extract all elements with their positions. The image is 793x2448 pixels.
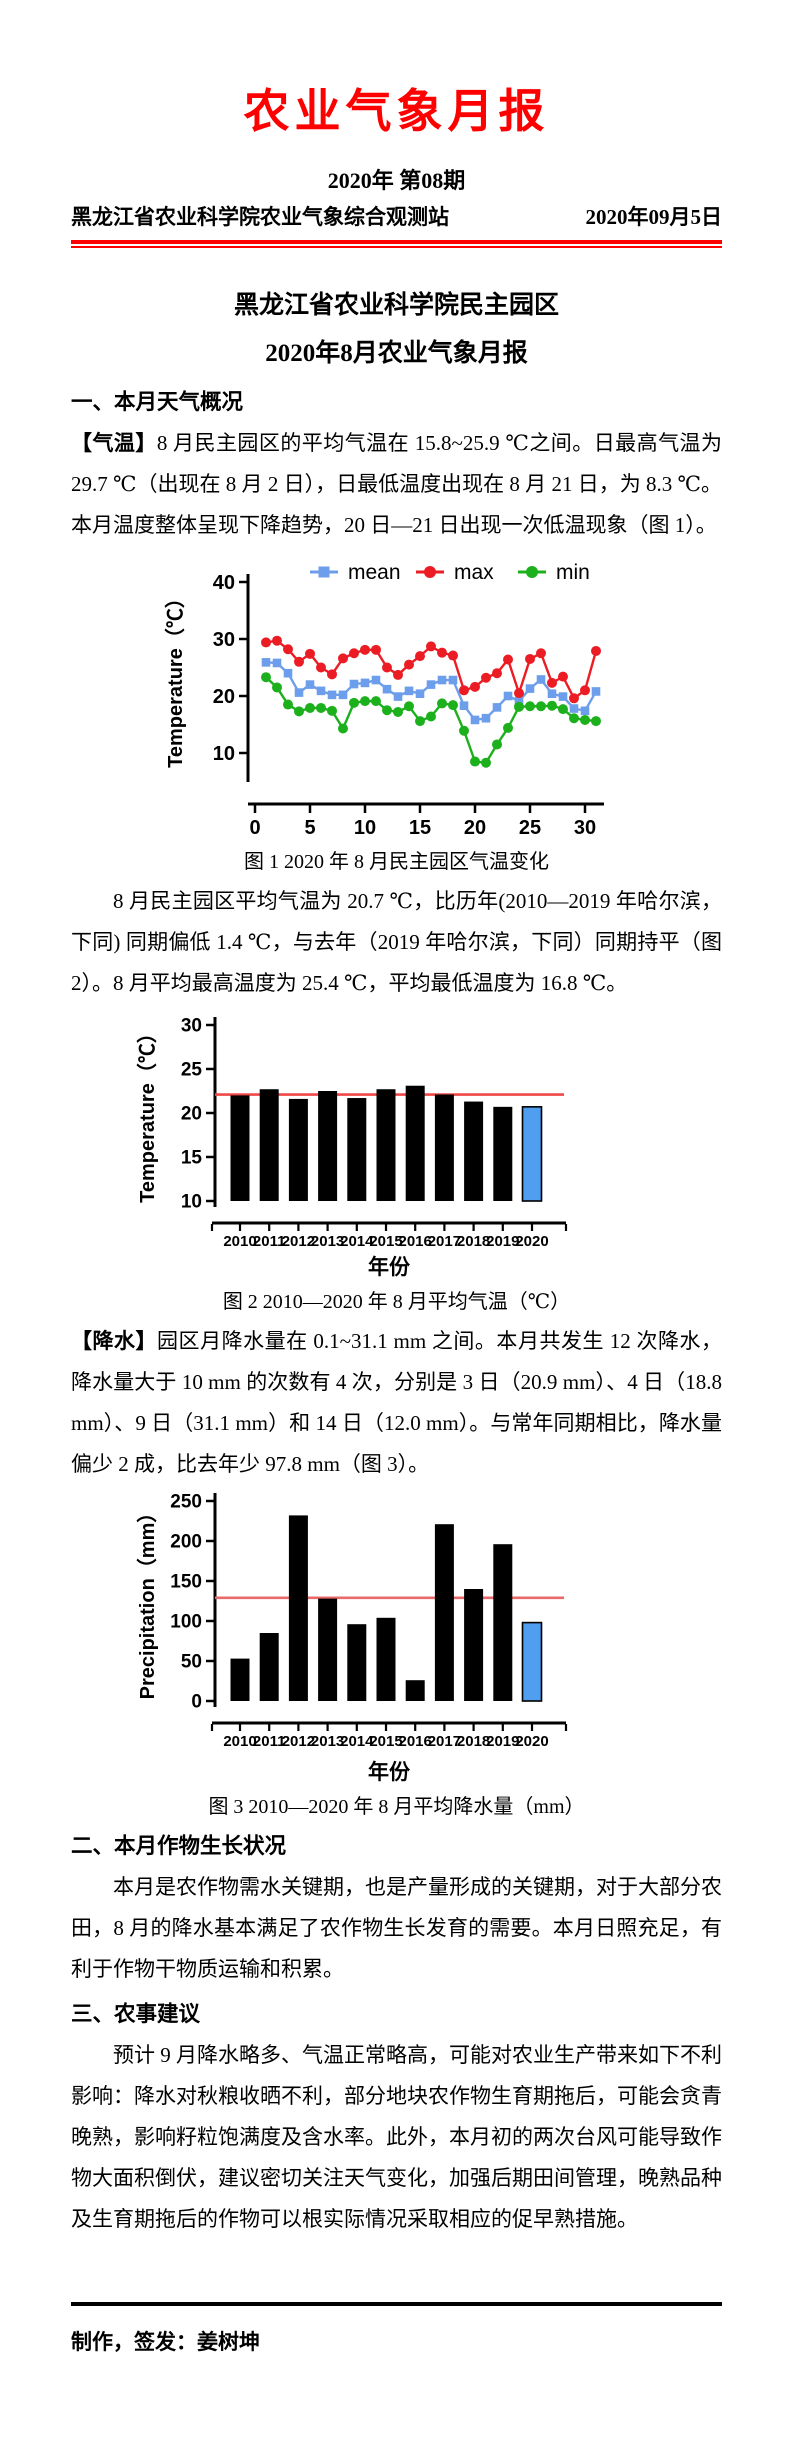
- svg-text:2011: 2011: [252, 1733, 285, 1750]
- paragraph-precipitation: 【降水】园区月降水量在 0.1~31.1 mm 之间。本月共发生 12 次降水，…: [71, 1321, 722, 1485]
- svg-text:150: 150: [170, 1571, 202, 1592]
- svg-text:2015: 2015: [369, 1733, 402, 1750]
- svg-text:Precipitation（mm）: Precipitation（mm）: [136, 1503, 159, 1700]
- svg-text:年份: 年份: [368, 1255, 411, 1279]
- figure2-caption: 图 2 2010—2020 年 8 月平均气温（℃）: [222, 1290, 571, 1313]
- temperature-text: 8 月民主园区的平均气温在 15.8~25.9 ℃之间。日最高气温为 29.7 …: [71, 430, 722, 537]
- svg-text:50: 50: [180, 1651, 201, 1672]
- svg-text:2010: 2010: [223, 1733, 256, 1750]
- svg-text:2012: 2012: [281, 1733, 314, 1750]
- figure3-caption: 图 3 2010—2020 年 8 月平均降水量（mm）: [208, 1795, 585, 1818]
- precipitation-label: 【降水】: [71, 1328, 158, 1353]
- figure3-bar-chart: 0 50 100 150 200 250 Precipitation（mm） 20102011…: [136, 1491, 567, 1784]
- temperature-label: 【气温】: [71, 430, 157, 455]
- svg-text:2018: 2018: [456, 1733, 489, 1750]
- svg-text:0: 0: [249, 817, 260, 839]
- paragraph-temperature-compare: 8 月民主园区平均气温为 20.7 ℃，比历年(2010—2019 年哈尔滨，下…: [71, 888, 722, 995]
- svg-text:25: 25: [518, 817, 540, 839]
- svg-text:2020: 2020: [515, 1233, 548, 1250]
- paragraph-temperature: 【气温】8 月民主园区的平均气温在 15.8~25.9 ℃之间。日最高气温为 2…: [71, 423, 722, 546]
- precipitation-text: 园区月降水量在 0.1~31.1 mm 之间。本月共发生 12 次降水，降水量大…: [71, 1328, 723, 1476]
- section-heading-weather: 一、本月天气概况: [71, 389, 244, 414]
- svg-text:2017: 2017: [427, 1733, 460, 1750]
- svg-text:2019: 2019: [486, 1733, 519, 1750]
- svg-text:30: 30: [180, 1015, 201, 1036]
- svg-text:20: 20: [180, 1103, 201, 1124]
- svg-text:2015: 2015: [369, 1233, 402, 1250]
- header-divider: [71, 239, 722, 248]
- svg-text:15: 15: [408, 817, 430, 839]
- svg-text:mean: mean: [348, 561, 401, 584]
- svg-text:2020: 2020: [515, 1733, 548, 1750]
- svg-text:2012: 2012: [281, 1233, 314, 1250]
- svg-text:2019: 2019: [486, 1233, 519, 1250]
- svg-text:2016: 2016: [398, 1233, 431, 1250]
- figure1: 10 20 30 40 Temperature（℃） 0 5 10 15 20 25 30 mean ma…: [71, 552, 722, 847]
- figure2: 10 15 20 25 30 Temperature（℃） 2010 2011 2012 2013…: [71, 1010, 722, 1287]
- figure2-bar-chart: 10 15 20 25 30 Temperature（℃） 2010201120122013…: [136, 1015, 567, 1279]
- svg-text:Temperature（℃）: Temperature（℃）: [164, 588, 187, 768]
- svg-text:30: 30: [573, 817, 595, 839]
- masthead-title: 农业气象月报: [243, 86, 550, 137]
- svg-text:40: 40: [212, 572, 234, 594]
- doc-title-line1: 黑龙江省农业科学院民主园区: [233, 291, 559, 319]
- svg-text:10: 10: [180, 1191, 201, 1212]
- svg-text:年份: 年份: [368, 1760, 411, 1784]
- figure1-line-chart: 10 20 30 40 Temperature（℃） 0 5 10 15 20 25 30 mean ma…: [164, 561, 604, 839]
- svg-text:2010: 2010: [223, 1233, 256, 1250]
- svg-text:2016: 2016: [398, 1733, 431, 1750]
- svg-text:2013: 2013: [310, 1733, 343, 1750]
- svg-text:250: 250: [170, 1491, 202, 1512]
- svg-text:min: min: [556, 561, 590, 584]
- paragraph-crops: 本月是农作物需水关键期，也是产量形成的关键期，对于大部分农田，8 月的降水基本满…: [71, 1874, 722, 1981]
- paragraph-advice: 预计 9 月降水略多、气温正常略高，可能对农业生产带来如下不利影响：降水对秋粮收…: [71, 2042, 722, 2231]
- svg-text:2017: 2017: [427, 1233, 460, 1250]
- section-heading-advice: 三、农事建议: [71, 2001, 201, 2026]
- footer-credit: 制作，签发：姜树坤: [71, 2329, 260, 2354]
- svg-text:2018: 2018: [456, 1233, 489, 1250]
- svg-text:Temperature（℃）: Temperature（℃）: [136, 1023, 159, 1203]
- svg-text:20: 20: [463, 817, 485, 839]
- svg-text:2013: 2013: [310, 1233, 343, 1250]
- svg-text:200: 200: [170, 1531, 202, 1552]
- issue-date: 2020年09月5日: [585, 204, 723, 229]
- station-name: 黑龙江省农业科学院农业气象综合观测站: [71, 204, 449, 229]
- svg-text:2011: 2011: [252, 1233, 285, 1250]
- section-heading-crops: 二、本月作物生长状况: [71, 1833, 287, 1858]
- svg-text:5: 5: [304, 817, 315, 839]
- masthead-meta-row: 黑龙江省农业科学院农业气象综合观测站 2020年09月5日: [71, 201, 722, 231]
- footer-divider: [71, 2301, 722, 2306]
- svg-text:20: 20: [212, 686, 234, 708]
- svg-text:25: 25: [180, 1059, 202, 1080]
- svg-text:2014: 2014: [340, 1233, 374, 1250]
- svg-text:max: max: [454, 561, 494, 584]
- issue-line: 2020年 第08期: [327, 167, 466, 193]
- svg-text:0: 0: [191, 1691, 202, 1712]
- svg-text:10: 10: [353, 817, 375, 839]
- svg-text:15: 15: [180, 1147, 202, 1168]
- svg-text:100: 100: [170, 1611, 202, 1632]
- figure1-caption: 图 1 2020 年 8 月民主园区气温变化: [244, 850, 549, 873]
- svg-text:2014: 2014: [340, 1733, 374, 1750]
- figure3: 0 50 100 150 200 250 Precipitation（mm） 2010 2011…: [71, 1491, 722, 1792]
- svg-text:10: 10: [212, 743, 234, 765]
- doc-title-line2: 2020年8月农业气象月报: [265, 339, 528, 367]
- svg-text:30: 30: [212, 629, 234, 651]
